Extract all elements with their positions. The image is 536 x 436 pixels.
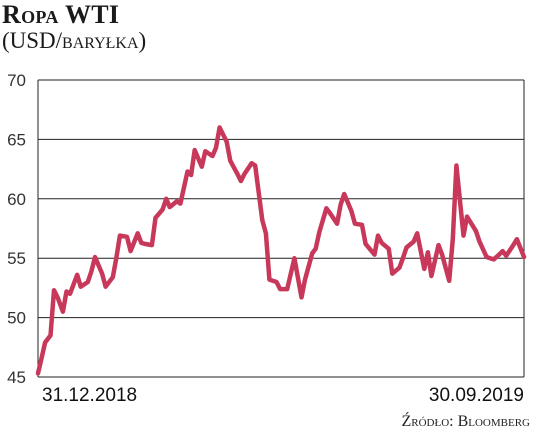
y-tick-label-60: 60	[7, 190, 26, 209]
x-tick-label-start: 31.12.2018	[42, 385, 137, 406]
source-note: Źródło: Bloomberg	[401, 413, 530, 430]
y-tick-label-45: 45	[7, 368, 26, 387]
chart-subtitle: (USD/baryłka)	[2, 28, 147, 53]
series-line-wti	[35, 125, 527, 376]
x-tick-label-end: 30.09.2019	[429, 385, 524, 406]
chart-title: Ropa WTI	[2, 0, 120, 29]
y-axis-ticks: 45 50 55 60 65 70	[7, 71, 26, 387]
y-tick-label-50: 50	[7, 309, 26, 328]
y-tick-label-55: 55	[7, 249, 26, 268]
gridlines	[37, 79, 525, 378]
x-axis-labels: 31.12.2018 30.09.2019	[42, 385, 524, 406]
y-tick-label-70: 70	[7, 71, 26, 90]
y-tick-label-65: 65	[7, 130, 26, 149]
series-layer	[35, 125, 527, 376]
